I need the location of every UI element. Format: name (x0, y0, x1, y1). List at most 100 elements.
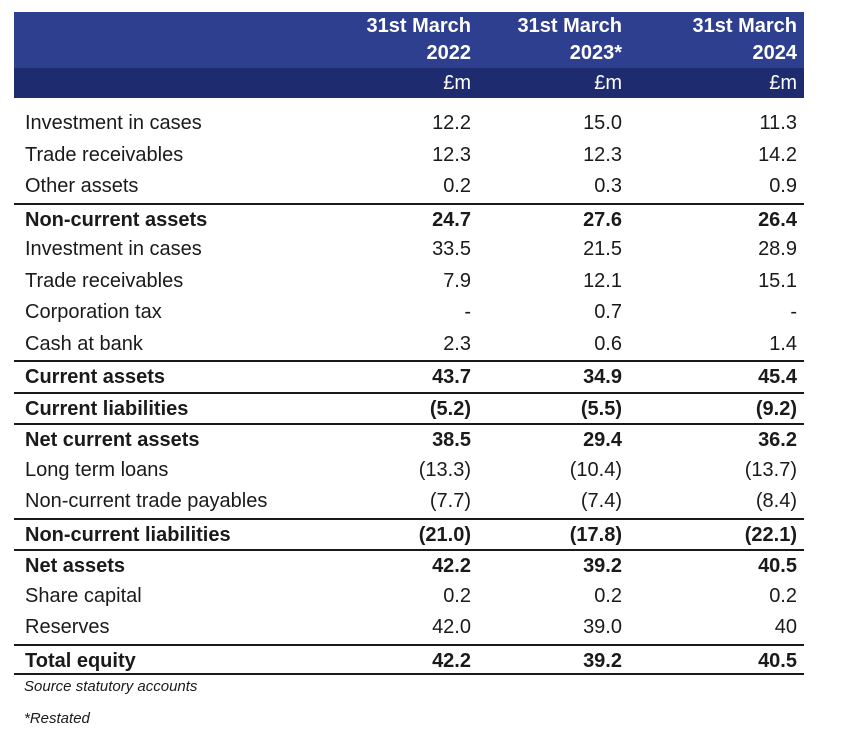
row-label: Non-current trade payables (25, 490, 268, 512)
cell-value: (5.5) (580, 397, 622, 420)
row-label: Corporation tax (25, 301, 162, 323)
cell-value: 12.1 (583, 269, 622, 292)
cell-value: 1.4 (769, 332, 797, 355)
cell-value: 36.2 (758, 429, 797, 451)
cell-value: 0.2 (769, 584, 797, 607)
cell-value: 38.5 (432, 429, 471, 451)
cell-value: 2.3 (443, 332, 471, 355)
col-2024-year: 2024 (752, 42, 798, 64)
table-row: Net current assets 38.5 29.4 36.2 (14, 423, 804, 455)
cell-value: 0.7 (594, 301, 622, 323)
row-label: Cash at bank (25, 332, 143, 355)
cell-value: 0.9 (769, 175, 797, 197)
table-row: Net assets 42.2 39.2 40.5 (14, 549, 804, 581)
row-label: Net assets (25, 555, 126, 577)
cell-value: 39.2 (583, 649, 622, 672)
table-row: Long term loans (13.3) (10.4) (13.7) (14, 455, 804, 487)
table-row: Current liabilities (5.2) (5.5) (9.2) (14, 391, 804, 424)
row-label: Current assets (25, 366, 166, 388)
unit-row: £m £m £m (14, 68, 804, 98)
cell-value: 24.7 (432, 208, 471, 231)
cell-value: (10.4) (569, 458, 622, 481)
cell-value: 26.4 (758, 208, 797, 231)
cell-value: 45.4 (758, 366, 797, 388)
row-label: Trade receivables (25, 143, 184, 166)
cell-value: 15.1 (758, 269, 797, 292)
row-label: Trade receivables (25, 269, 184, 292)
table-row: Trade receivables 7.9 12.1 15.1 (14, 266, 804, 298)
cell-value: (17.8) (569, 523, 622, 546)
table-row: Current assets 43.7 34.9 45.4 (14, 360, 804, 392)
unit-2023: £m (594, 72, 622, 94)
table-row: Corporation tax - 0.7 - (14, 297, 804, 329)
table-body: Investment in cases 12.2 15.0 11.3 Trade rec… (14, 108, 804, 675)
cell-value: (7.7) (429, 490, 471, 512)
cell-value: (22.1) (744, 523, 797, 546)
table-row: Trade receivables 12.3 12.3 14.2 (14, 140, 804, 172)
cell-value: 0.2 (594, 584, 622, 607)
cell-value: 42.2 (432, 649, 471, 672)
header-row-month: 31st March 31st March 31st March (14, 12, 804, 40)
cell-value: 34.9 (583, 366, 622, 388)
table-row: Cash at bank 2.3 0.6 1.4 (14, 329, 804, 361)
cell-value: (5.2) (429, 397, 471, 420)
cell-value: 40.5 (758, 555, 797, 577)
col-2023-month: 31st March (517, 15, 623, 37)
cell-value: 40 (774, 616, 797, 638)
cell-value: 14.2 (758, 143, 797, 166)
row-label: Investment in cases (25, 112, 202, 134)
col-2022-year: 2022 (426, 42, 472, 64)
table-row: Other assets 0.2 0.3 0.9 (14, 171, 804, 203)
cell-value: 0.2 (443, 175, 471, 197)
cell-value: (7.4) (580, 490, 622, 512)
cell-value: 40.5 (758, 649, 797, 672)
source-note: Source statutory accounts (24, 678, 198, 695)
table-row: Share capital 0.2 0.2 0.2 (14, 581, 804, 613)
cell-value: 11.3 (759, 112, 797, 134)
cell-value: 27.6 (583, 208, 622, 231)
cell-value: 12.3 (583, 143, 622, 166)
cell-value: 21.5 (583, 238, 622, 260)
cell-value: 43.7 (432, 366, 471, 388)
cell-value: 0.3 (594, 175, 622, 197)
cell-value: 15.0 (583, 112, 622, 134)
cell-value: 42.0 (432, 616, 471, 638)
table-row: Non-current trade payables (7.7) (7.4) (8.4… (14, 486, 804, 518)
table-row: Non-current assets 24.7 27.6 26.4 (14, 202, 804, 235)
row-label: Share capital (25, 584, 142, 607)
cell-value: 29.4 (583, 429, 622, 451)
table-header: 31st March 31st March 31st March 2022 20… (14, 12, 804, 68)
cell-value: 42.2 (432, 555, 471, 577)
unit-2022: £m (443, 72, 471, 94)
table-row: Reserves 42.0 39.0 40 (14, 612, 804, 644)
table-row: Investment in cases 12.2 15.0 11.3 (14, 108, 804, 140)
row-label: Non-current liabilities (25, 523, 231, 546)
cell-value: 33.5 (432, 238, 471, 260)
table-row: Total equity 42.2 39.2 40.5 (14, 643, 804, 675)
col-2023-year: 2023* (569, 42, 622, 64)
cell-value: 39.0 (583, 616, 622, 638)
cell-value: - (790, 301, 797, 323)
row-label: Long term loans (25, 458, 169, 481)
row-label: Current liabilities (25, 397, 189, 420)
row-label: Total equity (25, 649, 136, 672)
row-label: Investment in cases (25, 238, 202, 260)
balance-sheet-table: 31st March 31st March 31st March 2022 20… (14, 12, 804, 675)
cell-value: - (464, 301, 471, 323)
table-row: Non-current liabilities (21.0) (17.8) (22.1… (14, 517, 804, 550)
cell-value: (13.3) (418, 458, 471, 481)
cell-value: (8.4) (755, 490, 797, 512)
cell-value: 12.3 (432, 143, 471, 166)
row-label: Net current assets (25, 429, 200, 451)
header-row-year: 2022 2023* 2024 (14, 40, 804, 68)
col-2022-month: 31st March (366, 15, 472, 37)
cell-value: 39.2 (583, 555, 622, 577)
unit-2024: £m (769, 72, 797, 94)
row-label: Reserves (25, 616, 110, 638)
row-label: Non-current assets (25, 208, 208, 231)
cell-value: (13.7) (744, 458, 797, 481)
cell-value: 0.6 (594, 332, 622, 355)
restated-note: *Restated (24, 710, 90, 727)
cell-value: (9.2) (755, 397, 797, 420)
cell-value: (21.0) (418, 523, 471, 546)
